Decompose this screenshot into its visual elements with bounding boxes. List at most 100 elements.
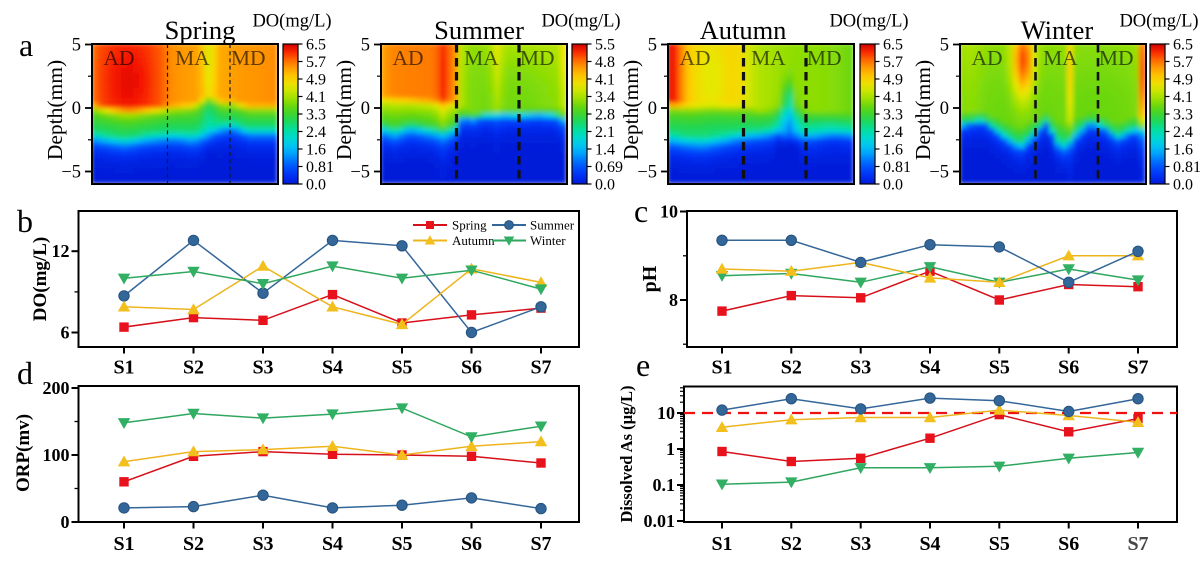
svg-text:6.5: 6.5	[883, 37, 903, 54]
svg-text:5.5: 5.5	[595, 37, 615, 54]
svg-text:S6: S6	[1058, 357, 1079, 379]
svg-text:Summer: Summer	[434, 15, 524, 45]
svg-text:MD: MD	[1099, 46, 1134, 70]
svg-text:4.9: 4.9	[883, 72, 903, 89]
svg-text:Depth(mm): Depth(mm)	[619, 60, 643, 160]
svg-text:S5: S5	[391, 533, 412, 555]
svg-text:S7: S7	[530, 357, 551, 379]
svg-text:1.6: 1.6	[1173, 142, 1193, 159]
svg-text:S3: S3	[850, 357, 871, 379]
svg-text:S7: S7	[1127, 533, 1148, 555]
svg-text:S5: S5	[391, 357, 412, 379]
svg-text:5: 5	[361, 36, 370, 56]
svg-text:S4: S4	[919, 357, 940, 379]
svg-text:pH: pH	[639, 265, 661, 292]
svg-text:−5: −5	[61, 163, 81, 183]
svg-text:1: 1	[666, 439, 675, 459]
svg-text:4.1: 4.1	[1173, 89, 1193, 106]
svg-text:S5: S5	[989, 533, 1010, 555]
svg-text:12: 12	[52, 241, 70, 261]
svg-text:AD: AD	[103, 46, 134, 70]
svg-text:2.4: 2.4	[1173, 124, 1193, 141]
svg-text:DO(mg/L): DO(mg/L)	[30, 237, 51, 321]
svg-text:b: b	[17, 203, 33, 239]
svg-text:6.5: 6.5	[306, 37, 326, 54]
svg-text:5.7: 5.7	[1173, 54, 1193, 71]
svg-text:0.01: 0.01	[644, 511, 676, 531]
svg-text:S4: S4	[919, 533, 940, 555]
svg-text:DO(mg/L): DO(mg/L)	[541, 12, 620, 32]
svg-text:AD: AD	[971, 46, 1002, 70]
svg-text:Spring: Spring	[165, 15, 236, 45]
svg-text:S1: S1	[711, 533, 732, 555]
svg-text:8: 8	[669, 290, 678, 310]
svg-text:MA: MA	[464, 46, 499, 70]
svg-text:3.4: 3.4	[595, 89, 615, 106]
svg-text:MD: MD	[231, 46, 266, 70]
svg-text:ORP(mv): ORP(mv)	[13, 414, 34, 492]
svg-text:DO(mg/L): DO(mg/L)	[829, 12, 908, 32]
svg-text:AD: AD	[392, 46, 423, 70]
svg-text:1.6: 1.6	[306, 142, 326, 159]
svg-text:0.81: 0.81	[306, 159, 334, 176]
svg-text:a: a	[19, 27, 33, 63]
svg-text:Autumn: Autumn	[700, 15, 787, 45]
svg-text:DO(mg/L): DO(mg/L)	[252, 12, 331, 32]
svg-text:S2: S2	[183, 533, 204, 555]
svg-text:0.0: 0.0	[595, 177, 615, 194]
svg-text:0: 0	[940, 99, 949, 119]
svg-text:S1: S1	[113, 533, 134, 555]
svg-text:2.1: 2.1	[595, 124, 615, 141]
svg-text:MA: MA	[751, 46, 786, 70]
svg-text:S4: S4	[322, 533, 343, 555]
svg-text:4.9: 4.9	[306, 72, 326, 89]
svg-text:MA: MA	[1043, 46, 1078, 70]
svg-text:S7: S7	[530, 533, 551, 555]
svg-text:S3: S3	[252, 357, 273, 379]
svg-text:3.3: 3.3	[306, 107, 326, 124]
svg-text:Winter: Winter	[1021, 15, 1094, 45]
svg-text:4.9: 4.9	[1173, 72, 1193, 89]
svg-text:0.1: 0.1	[653, 475, 676, 495]
svg-text:S6: S6	[461, 533, 482, 555]
svg-text:−5: −5	[929, 163, 949, 183]
svg-text:3.3: 3.3	[1173, 107, 1193, 124]
svg-text:1.6: 1.6	[883, 142, 903, 159]
svg-text:AD: AD	[679, 46, 710, 70]
svg-text:0: 0	[72, 99, 81, 119]
svg-text:e: e	[636, 347, 650, 383]
svg-text:Depth(mm): Depth(mm)	[911, 60, 935, 160]
svg-text:−5: −5	[637, 163, 657, 183]
svg-text:MD: MD	[520, 46, 555, 70]
svg-text:4.1: 4.1	[306, 89, 326, 106]
svg-text:Autumn: Autumn	[452, 233, 495, 248]
svg-text:MA: MA	[175, 46, 210, 70]
svg-text:DO(mg/L): DO(mg/L)	[1119, 12, 1198, 32]
svg-text:S1: S1	[113, 357, 134, 379]
svg-text:S6: S6	[1058, 533, 1079, 555]
svg-text:Depth(mm): Depth(mm)	[43, 60, 67, 160]
svg-text:S6: S6	[461, 357, 482, 379]
svg-text:3.3: 3.3	[883, 107, 903, 124]
svg-text:5: 5	[648, 36, 657, 56]
svg-text:MD: MD	[807, 46, 842, 70]
svg-text:5.7: 5.7	[306, 54, 326, 71]
svg-text:200: 200	[43, 378, 70, 398]
svg-text:S3: S3	[252, 533, 273, 555]
svg-text:S7: S7	[1127, 357, 1148, 379]
svg-text:S2: S2	[781, 533, 802, 555]
svg-text:100: 100	[43, 445, 70, 465]
svg-text:Dissolved As (µg/L): Dissolved As (µg/L)	[617, 386, 636, 523]
svg-text:S2: S2	[183, 357, 204, 379]
svg-text:1.4: 1.4	[595, 142, 615, 159]
svg-text:10: 10	[657, 403, 675, 423]
svg-text:0: 0	[61, 512, 70, 532]
svg-text:0.0: 0.0	[306, 177, 326, 194]
svg-text:0.0: 0.0	[883, 177, 903, 194]
svg-text:Summer: Summer	[530, 218, 575, 233]
svg-text:4.8: 4.8	[595, 54, 615, 71]
svg-text:0.0: 0.0	[1173, 177, 1193, 194]
svg-text:2.4: 2.4	[883, 124, 903, 141]
svg-text:6: 6	[61, 323, 70, 343]
svg-text:0.81: 0.81	[1173, 159, 1201, 176]
